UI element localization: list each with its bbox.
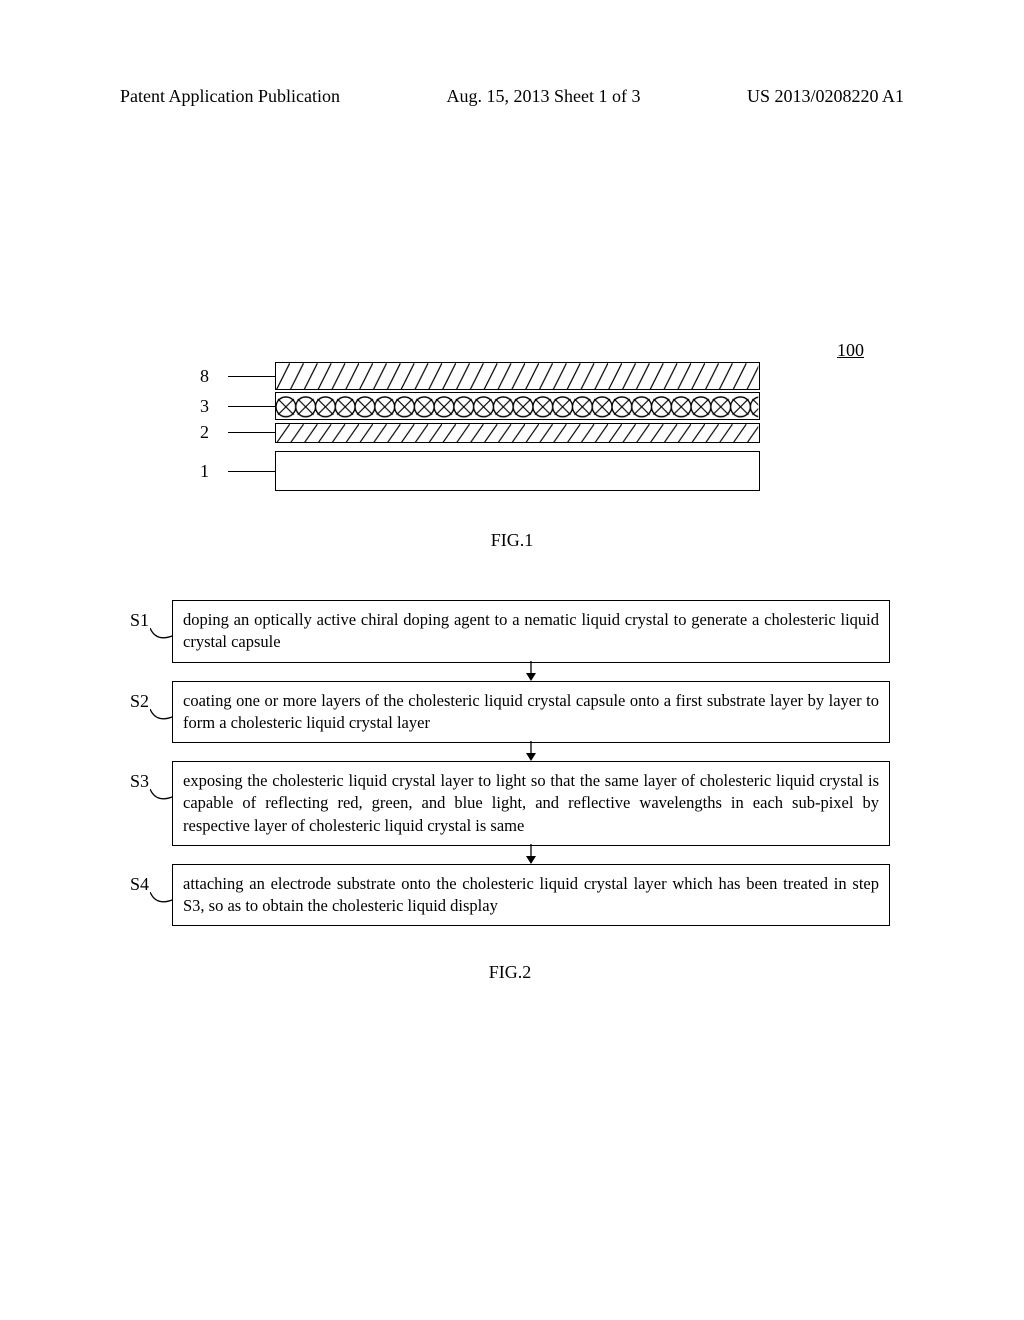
layer-box-1 [275,451,760,491]
page-header: Patent Application Publication Aug. 15, … [0,0,1024,107]
layer-row: 8 [200,362,760,390]
step-box: coating one or more layers of the choles… [172,681,890,744]
layer-box-2 [275,423,760,443]
step-row: S3 exposing the cholesteric liquid cryst… [130,761,890,846]
diagonal-hatch-icon [276,363,758,390]
step-box: exposing the cholesteric liquid crystal … [172,761,890,846]
fig1-reference-number: 100 [837,340,864,361]
layer-label: 3 [200,396,228,417]
layer-box-8 [275,362,760,390]
callout-curve-icon [150,628,172,642]
step-label: S4 [130,864,172,895]
header-center: Aug. 15, 2013 Sheet 1 of 3 [446,86,640,107]
leader-line [228,406,276,407]
fig1-layer-diagram: 8 3 2 [200,362,760,493]
arrow-down-icon [130,743,890,761]
step-row: S4 attaching an electrode substrate onto… [130,864,890,927]
layer-row: 1 [200,451,760,491]
step-label: S1 [130,600,172,631]
callout-curve-icon [150,709,172,723]
step-row: S2 coating one or more layers of the cho… [130,681,890,744]
layer-row: 2 [200,422,760,443]
step-label: S3 [130,761,172,792]
leader-line [228,471,276,472]
diagonal-hatch-icon [276,424,758,443]
layer-label: 8 [200,366,228,387]
callout-curve-icon [150,789,172,803]
step-row: S1 doping an optically active chiral dop… [130,600,890,663]
header-right: US 2013/0208220 A1 [747,86,904,107]
layer-label: 1 [200,461,228,482]
leader-line [228,432,276,433]
crosshatch-circles-icon [276,393,758,420]
layer-row: 3 [200,392,760,420]
arrow-down-icon [130,846,890,864]
fig2: S1 doping an optically active chiral dop… [130,600,890,983]
leader-line [228,376,276,377]
step-label: S2 [130,681,172,712]
layer-label: 2 [200,422,228,443]
step-box: attaching an electrode substrate onto th… [172,864,890,927]
layer-box-3 [275,392,760,420]
callout-curve-icon [150,892,172,906]
step-box: doping an optically active chiral doping… [172,600,890,663]
arrow-down-icon [130,663,890,681]
header-left: Patent Application Publication [120,86,340,107]
fig2-caption: FIG.2 [130,962,890,983]
fig1-caption: FIG.1 [491,530,534,551]
